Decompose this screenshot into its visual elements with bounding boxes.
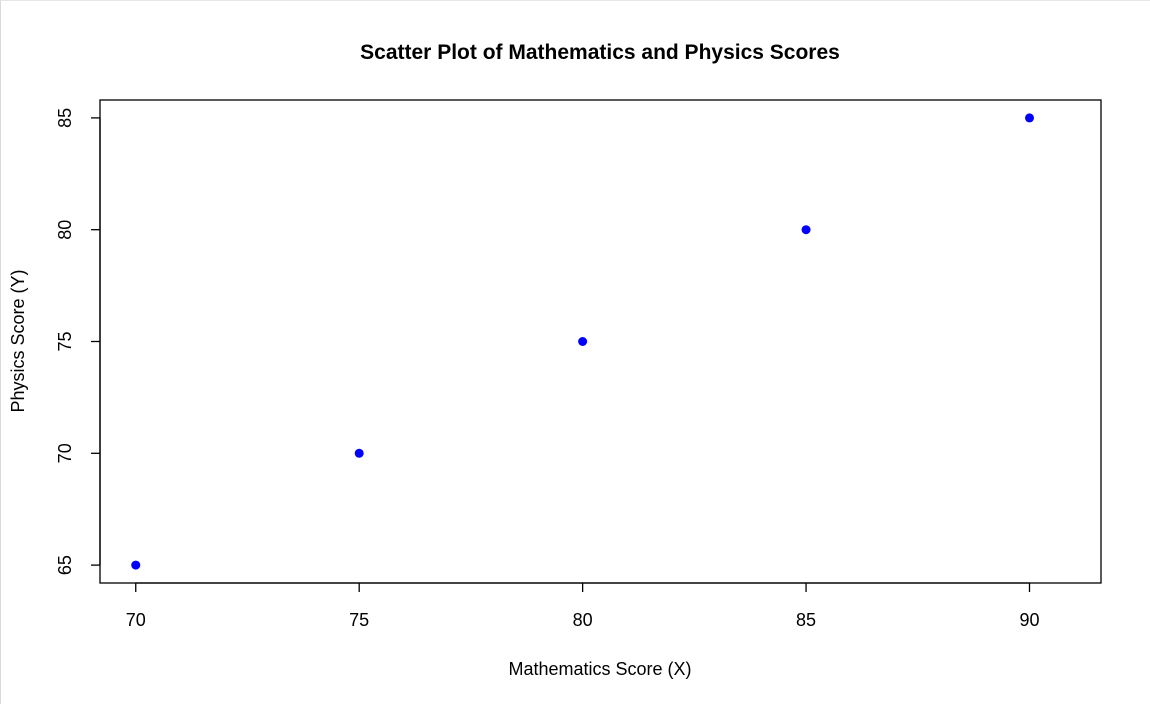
data-point — [801, 225, 811, 235]
y-tick-label: 85 — [55, 108, 75, 128]
x-tick-label: 80 — [573, 610, 593, 630]
x-axis: 70 75 80 85 90 — [126, 582, 1040, 630]
data-point — [1025, 113, 1034, 123]
y-axis-label: Physics Score (Y) — [8, 269, 28, 412]
data-points — [131, 113, 1034, 570]
y-tick-label: 70 — [55, 443, 75, 463]
x-tick-label: 85 — [796, 610, 816, 630]
y-tick-label: 75 — [55, 331, 75, 351]
plot-box — [99, 99, 1102, 584]
x-tick-label: 70 — [126, 610, 146, 630]
data-point — [578, 337, 588, 346]
data-point — [131, 560, 141, 570]
x-tick-label: 75 — [349, 610, 369, 630]
y-tick-label: 65 — [55, 555, 75, 575]
x-tick-label: 90 — [1019, 610, 1039, 630]
y-tick-label: 80 — [55, 220, 75, 240]
y-axis: 65 70 75 80 85 — [55, 108, 101, 575]
chart-title: Scatter Plot of Mathematics and Physics … — [360, 41, 840, 64]
data-point — [354, 448, 364, 458]
x-axis-label: Mathematics Score (X) — [508, 659, 691, 679]
